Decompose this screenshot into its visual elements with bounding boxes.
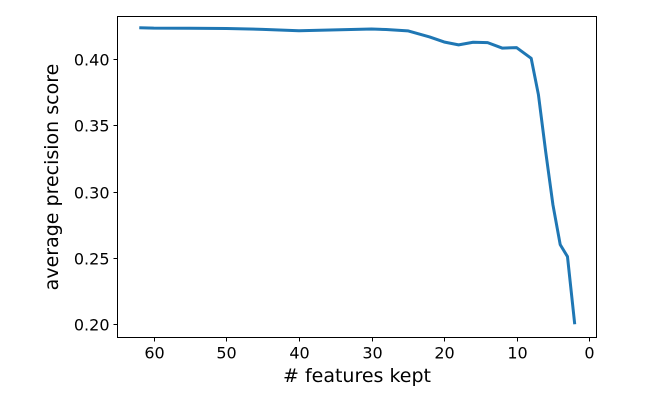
y-tick-label: 0.30 <box>74 184 110 203</box>
plot-frame <box>117 16 597 338</box>
x-tick-label: 20 <box>434 344 454 363</box>
x-tick-label: 30 <box>362 344 382 363</box>
x-axis-ticks: 60 50 40 30 20 10 0 <box>144 337 595 363</box>
y-tick-label: 0.35 <box>74 117 110 136</box>
y-tick-label: 0.25 <box>74 250 110 269</box>
x-tick-label: 40 <box>289 344 309 363</box>
y-axis-label: average precision score <box>41 64 63 291</box>
y-tick-label: 0.20 <box>74 316 110 335</box>
x-tick-label: 50 <box>216 344 236 363</box>
y-axis-ticks: 0.20 0.25 0.30 0.35 0.40 <box>74 51 118 335</box>
plot-area <box>139 26 577 325</box>
series-line-0 <box>139 26 577 325</box>
y-tick-label: 0.40 <box>74 51 110 70</box>
x-tick-label: 60 <box>144 344 164 363</box>
x-tick-label: 10 <box>507 344 527 363</box>
x-axis-label: # features kept <box>283 365 431 387</box>
x-tick-label: 0 <box>584 344 594 363</box>
